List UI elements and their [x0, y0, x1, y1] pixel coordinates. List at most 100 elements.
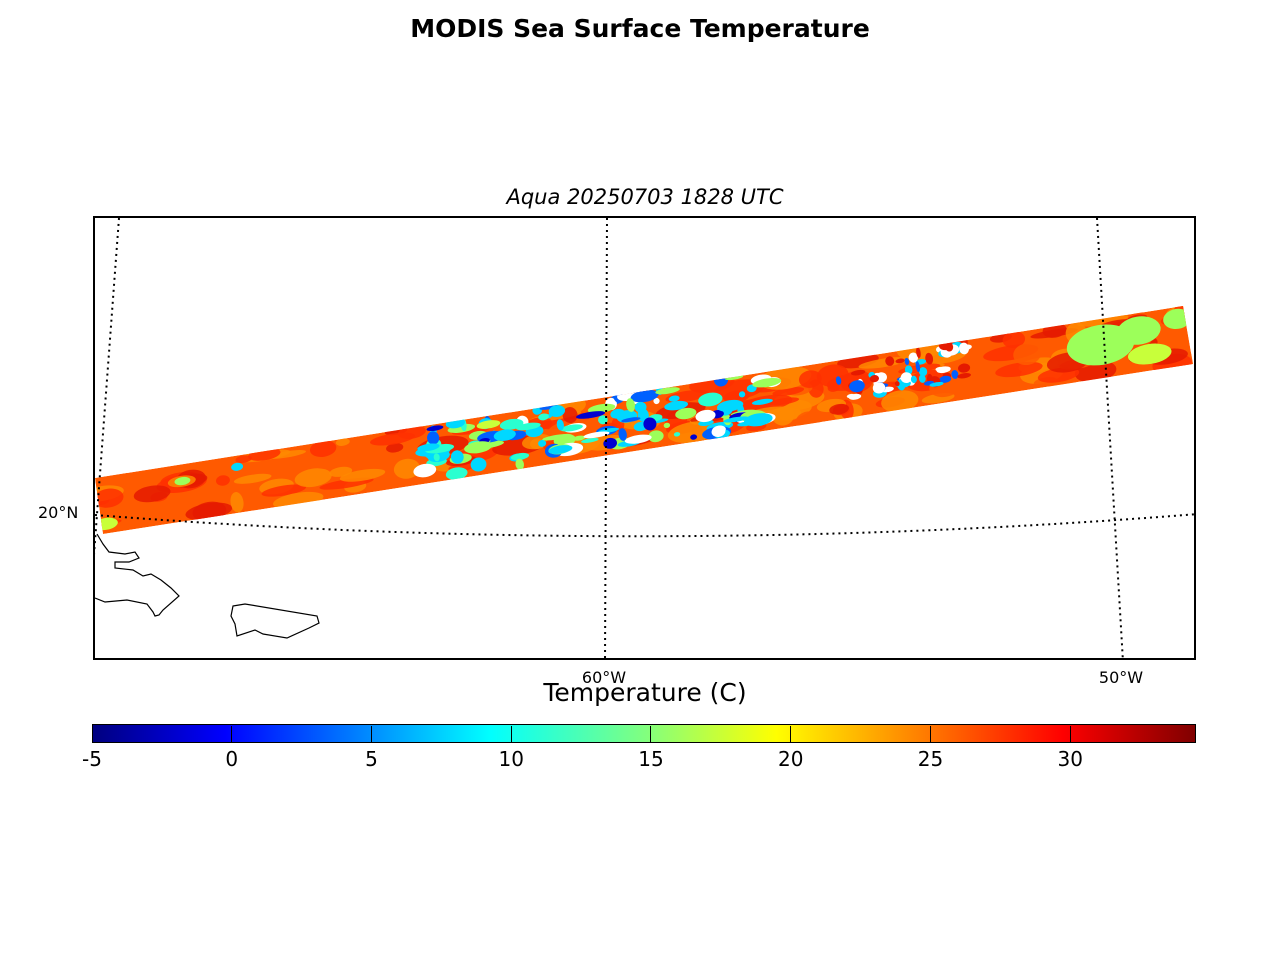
- swath-patch: [925, 352, 934, 365]
- swath-patch: [433, 453, 440, 462]
- lon-line-70w: [95, 218, 120, 555]
- colorbar-tick-label: 0: [225, 747, 239, 771]
- swath-patch: [910, 375, 917, 384]
- swath-patch: [393, 458, 421, 479]
- map-canvas: [95, 218, 1194, 658]
- swath-patch: [413, 463, 437, 478]
- swath-patch: [798, 370, 822, 388]
- swath-patch: [583, 431, 610, 439]
- swath-patch: [95, 481, 112, 490]
- swath-patch: [309, 440, 337, 457]
- coastlines: [95, 533, 320, 639]
- swath-patch: [904, 357, 910, 366]
- swath-patch: [872, 382, 886, 394]
- colorbar-tick-label: 20: [777, 747, 804, 771]
- swath-patch: [895, 358, 905, 364]
- colorbar-tick: [1069, 726, 1071, 742]
- colorbar-tick: [650, 726, 652, 742]
- colorbar-title: Temperature (C): [543, 678, 747, 707]
- swath-patch: [1127, 343, 1172, 365]
- colorbar-tick-label: 10: [498, 747, 524, 771]
- swath-patch: [515, 422, 541, 431]
- swath-patch: [648, 430, 664, 443]
- swath-patch: [900, 372, 913, 384]
- swath-patch: [538, 413, 549, 421]
- swath-patch: [266, 450, 307, 459]
- swath-patch: [515, 458, 525, 470]
- swath-patch: [945, 342, 954, 352]
- swath-patch: [335, 438, 350, 446]
- swath-patch: [538, 439, 547, 447]
- colorbar-tick: [370, 726, 372, 742]
- swath-patch: [717, 399, 744, 412]
- swath-patch: [95, 488, 124, 508]
- colorbar-tick: [231, 726, 233, 742]
- swath-patch: [668, 395, 680, 402]
- swath-patch: [643, 417, 657, 431]
- colorbar-tick: [929, 726, 931, 742]
- swath-patch: [936, 366, 951, 374]
- swath-patch: [957, 373, 971, 379]
- swath-patch: [542, 433, 572, 441]
- sst-swath: [95, 306, 1193, 534]
- swath-patch: [881, 390, 919, 413]
- swath-patch: [768, 397, 800, 406]
- swath-patch: [581, 437, 599, 443]
- swath-patch: [885, 356, 895, 366]
- figure-title: MODIS Sea Surface Temperature: [410, 14, 870, 43]
- swath-patch: [858, 357, 910, 369]
- swath-patch: [698, 392, 723, 407]
- swath-patch: [690, 434, 698, 440]
- swath-patch: [958, 363, 971, 373]
- swath-patch: [664, 400, 689, 411]
- swath-patch: [939, 375, 952, 383]
- swath-patch: [339, 468, 386, 482]
- swath-patch: [968, 371, 1014, 394]
- swath-patch: [915, 361, 921, 373]
- swath-patch: [231, 462, 244, 471]
- swath-patch: [610, 408, 626, 419]
- swath-patch: [576, 411, 606, 419]
- swath-patch: [370, 432, 415, 446]
- swath-patch: [493, 429, 516, 441]
- swath-patch: [562, 407, 578, 424]
- swath-patch: [1013, 343, 1041, 366]
- swath-patch: [510, 452, 530, 461]
- swath-patch: [752, 377, 782, 388]
- swath-patch: [230, 492, 244, 513]
- swath-patch: [624, 434, 652, 444]
- lon-label-50w: 50°W: [1098, 668, 1144, 687]
- map-panel: [93, 216, 1196, 660]
- swath-patch: [673, 432, 681, 437]
- swath-patch: [951, 370, 959, 379]
- swath-patch: [476, 420, 501, 429]
- swath-patch: [133, 485, 171, 503]
- swath-patch: [929, 381, 944, 387]
- colorbar-tick: [790, 726, 792, 742]
- swath-patch: [918, 374, 926, 383]
- swath-patch: [711, 426, 726, 437]
- swath-patch: [848, 393, 862, 400]
- swath-patch: [235, 455, 252, 463]
- swath-patch: [695, 409, 716, 423]
- swath-patch: [621, 417, 641, 423]
- swath-patch: [737, 421, 755, 427]
- swath-patch: [958, 342, 970, 355]
- swath-patch: [426, 425, 444, 432]
- swath-patch: [174, 476, 191, 486]
- swath-patch: [548, 445, 573, 454]
- swath-patch: [869, 374, 879, 383]
- lat-line-20n: [95, 513, 1194, 538]
- swath-patch: [445, 467, 468, 480]
- swath-patch: [618, 428, 627, 441]
- swath-patch: [450, 450, 464, 464]
- swath-patch: [772, 387, 805, 397]
- swath-patch: [908, 352, 919, 363]
- colorbar-tick-label: -5: [82, 747, 102, 771]
- swath-patch: [1163, 308, 1191, 330]
- swath-patch: [560, 424, 583, 432]
- swath-patch: [1002, 331, 1026, 349]
- colorbar-tick-label: 15: [638, 747, 664, 771]
- swath-patch: [587, 403, 616, 414]
- swath-patch: [626, 398, 636, 412]
